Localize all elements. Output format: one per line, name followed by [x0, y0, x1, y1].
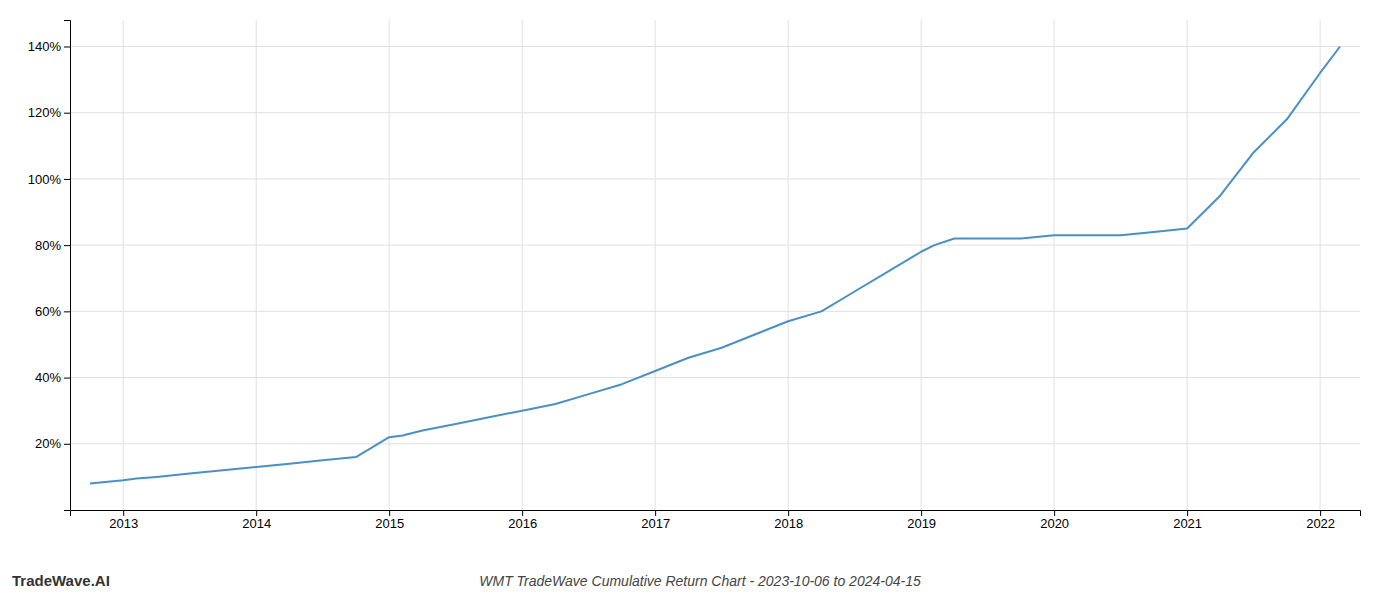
grid-line-x [1320, 20, 1321, 510]
y-tick-label: 20% [35, 436, 61, 451]
x-tick: 2014 [242, 510, 271, 531]
x-tick-label: 2020 [1040, 516, 1069, 531]
x-tick-label: 2019 [907, 516, 936, 531]
grid-line-x [256, 20, 257, 510]
y-tick: 40% [35, 370, 70, 385]
grid-line-x [123, 20, 124, 510]
x-axis: 2013 2014 2015 2016 2017 2018 2019 2020 2021 2022 [71, 510, 1361, 531]
y-tick-label: 140% [28, 39, 62, 54]
y-tick: 100% [28, 172, 70, 187]
y-tick-label: 60% [35, 304, 61, 319]
y-tick-mark [64, 378, 70, 379]
y-tick-label: 80% [35, 238, 61, 253]
x-tick-mark [389, 510, 390, 516]
grid-line-x [1187, 20, 1188, 510]
y-tick-mark [64, 311, 70, 312]
x-tick-mark [522, 510, 523, 516]
grid-line-y [70, 178, 1360, 179]
y-axis: 20% 40% 60% 80% 100% 120% 140% [28, 21, 71, 511]
grid-line-y [70, 112, 1360, 113]
x-tick-label: 2014 [242, 516, 271, 531]
title: WMT TradeWave Cumulative Return Chart - … [479, 573, 921, 589]
watermark: TradeWave.AI [12, 572, 110, 589]
grid-line-x [522, 20, 523, 510]
grid-line-y [70, 377, 1360, 378]
y-tick: 140% [28, 39, 70, 54]
x-tick: 2021 [1173, 510, 1202, 531]
x-tick-label: 2016 [508, 516, 537, 531]
x-tick: 2019 [907, 510, 936, 531]
x-tick-mark [1187, 510, 1188, 516]
x-tick-label: 2017 [641, 516, 670, 531]
line [90, 46, 1340, 483]
grid-line-x [788, 20, 789, 510]
y-tick-label: 100% [28, 172, 62, 187]
grid-line-y [70, 443, 1360, 444]
x-tick-label: 2022 [1306, 516, 1335, 531]
x-tick-mark [123, 510, 124, 516]
x-tick: 2013 [109, 510, 138, 531]
grid-line-x [655, 20, 656, 510]
x-tick: 2015 [375, 510, 404, 531]
x-tick-mark [1320, 510, 1321, 516]
y-tick-label: 40% [35, 370, 61, 385]
y-tick-mark [64, 245, 70, 246]
y-tick-mark [64, 46, 70, 47]
y-tick: 60% [35, 304, 70, 319]
y-tick: 120% [28, 105, 70, 120]
grid-line-x [1054, 20, 1055, 510]
x-tick-label: 2018 [774, 516, 803, 531]
grid-line-y [70, 311, 1360, 312]
x-tick: 2020 [1040, 510, 1069, 531]
grid-line-y [70, 46, 1360, 47]
x-tick-label: 2015 [375, 516, 404, 531]
x-tick-label: 2021 [1173, 516, 1202, 531]
y-tick-mark [64, 444, 70, 445]
x-tick-mark [921, 510, 922, 516]
y-axis-line [64, 21, 71, 511]
grid-line-y [70, 245, 1360, 246]
x-tick-mark [788, 510, 789, 516]
grid [70, 20, 1360, 510]
x-tick: 2016 [508, 510, 537, 531]
y-tick: 80% [35, 238, 70, 253]
x-tick: 2017 [641, 510, 670, 531]
grid-line-x [921, 20, 922, 510]
y-tick-mark [64, 179, 70, 180]
x-axis-line [71, 511, 1361, 517]
y-tick-label: 120% [28, 105, 62, 120]
plot-area [90, 46, 1340, 483]
x-tick-mark [1054, 510, 1055, 516]
y-tick-mark [64, 113, 70, 114]
chart: 2013 2014 2015 2016 2017 2018 2019 2020 2021 2022… [0, 0, 1400, 600]
y-tick: 20% [35, 436, 70, 451]
x-tick-label: 2013 [109, 516, 138, 531]
x-tick: 2018 [774, 510, 803, 531]
x-tick-mark [256, 510, 257, 516]
x-tick: 2022 [1306, 510, 1335, 531]
x-tick-mark [655, 510, 656, 516]
